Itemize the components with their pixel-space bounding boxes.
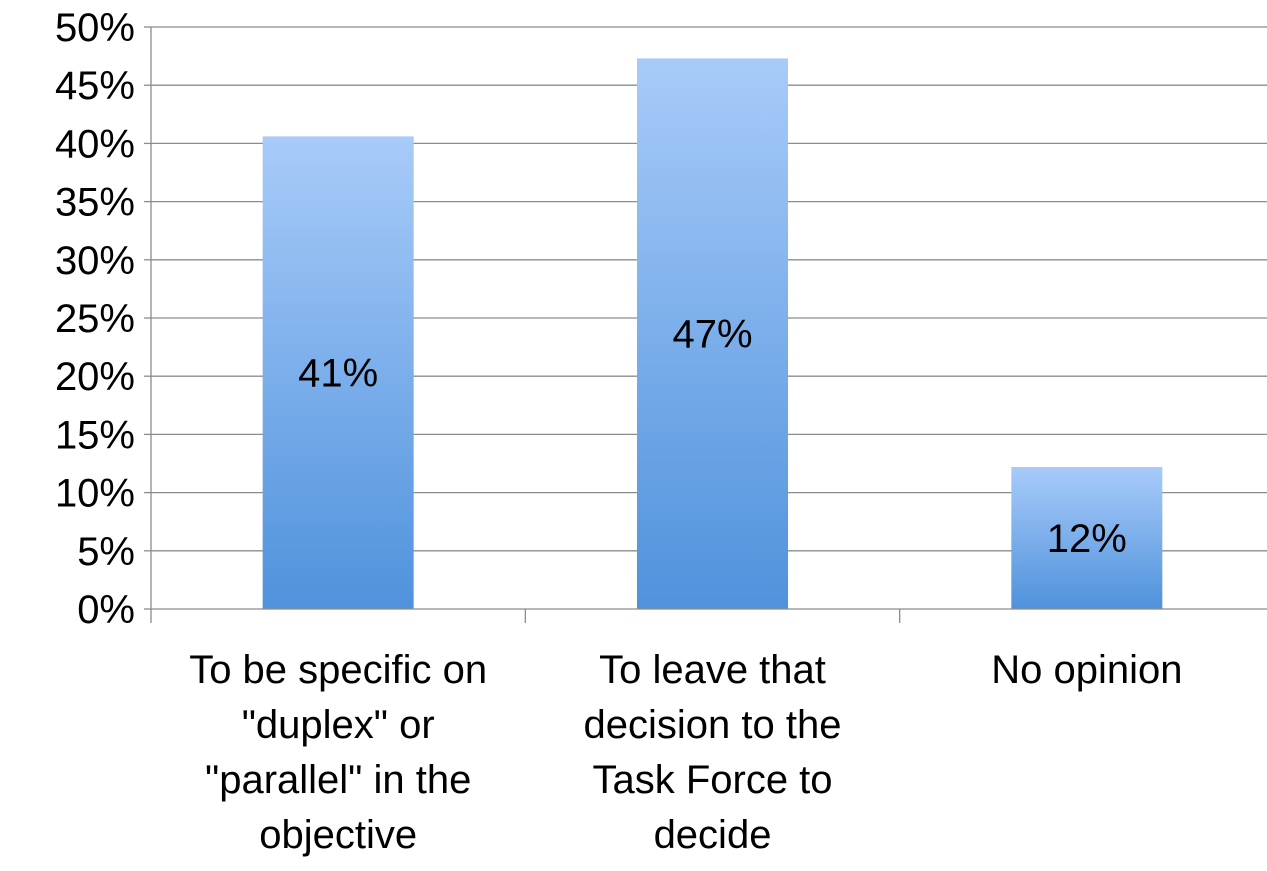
y-tick-label: 50% (55, 6, 135, 50)
bar (1011, 466, 1163, 609)
y-tick-label: 45% (55, 64, 135, 108)
axes (144, 26, 1267, 623)
bar-data-label: 41% (298, 352, 378, 396)
x-category-label-line: Task Force to (592, 758, 832, 802)
x-category-label-line: No opinion (991, 648, 1182, 692)
bar (262, 136, 414, 609)
x-category-label-line: decision to the (584, 703, 842, 747)
y-tick-label: 30% (55, 239, 135, 283)
x-category-label: No opinion (991, 648, 1182, 692)
y-tick-label: 10% (55, 472, 135, 516)
x-category-label-line: decide (654, 813, 772, 857)
y-tick-label: 15% (55, 413, 135, 457)
x-category-label-line: To be specific on (189, 648, 487, 692)
y-tick-label: 5% (77, 530, 135, 574)
y-tick-label: 25% (55, 297, 135, 341)
y-tick-label: 0% (77, 588, 135, 632)
bar-data-label: 47% (672, 313, 752, 357)
bar-data-label: 12% (1047, 517, 1127, 561)
bars: 41% 47% 12% (262, 58, 1163, 610)
x-category-label-line: objective (259, 813, 417, 857)
y-axis-tick-labels: 0% 5% 10% 15% 20% 25% 30% 35% 40% 45% 50% (55, 6, 135, 632)
x-category-label-line: To leave that (599, 648, 826, 692)
y-tick-label: 40% (55, 122, 135, 166)
x-category-label: To leave that decision to the Task Force t… (584, 648, 842, 857)
x-axis-category-labels: To be specific on "duplex" or "parallel" i… (189, 648, 1182, 857)
y-tick-label: 20% (55, 355, 135, 399)
x-category-label-line: "parallel" in the (205, 758, 471, 802)
y-tick-label: 35% (55, 181, 135, 225)
x-category-label-line: "duplex" or (242, 703, 435, 747)
bar (637, 58, 788, 610)
x-category-label: To be specific on "duplex" or "parallel" i… (189, 648, 487, 857)
